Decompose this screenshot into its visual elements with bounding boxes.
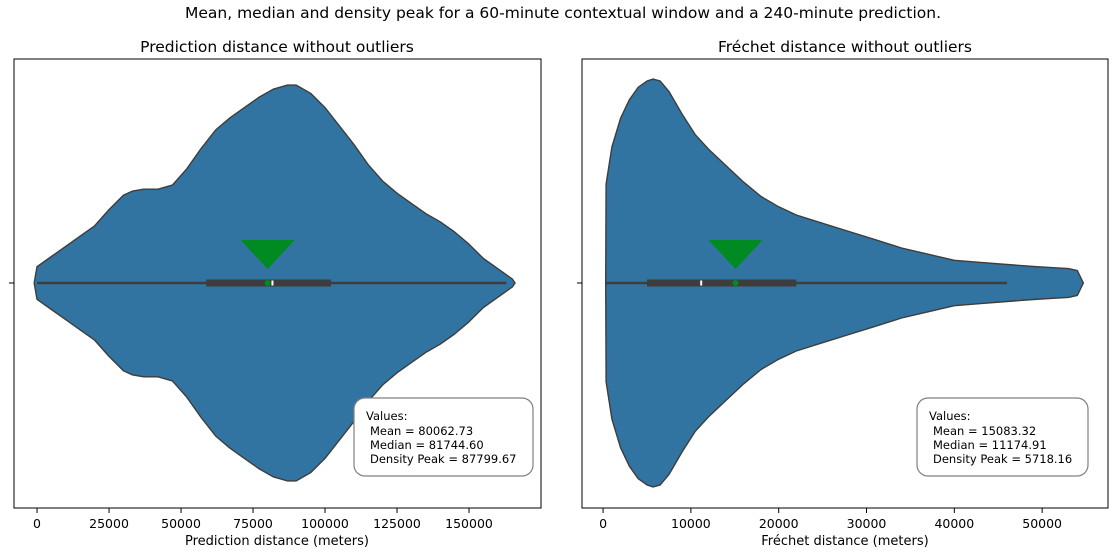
left-mean-triangle-marker: [240, 240, 295, 269]
right-annotation-box: [916, 397, 1089, 477]
figure-title: Mean, median and density peak for a 60-m…: [185, 4, 941, 22]
left-x-tick-label: 100000: [301, 516, 349, 531]
left-x-tick-label: 125000: [373, 516, 421, 531]
left-annotation-median: Median = 81744.60: [370, 438, 484, 452]
right-mean-triangle-marker: [708, 240, 763, 269]
left-mean-dot: [264, 280, 271, 286]
right-x-tick-label: 10000: [671, 516, 711, 531]
right-x-tick-label: 20000: [759, 516, 799, 531]
left-annotation-density-peak: Density Peak = 87799.67: [370, 452, 517, 466]
left-x-tick-label: 150000: [445, 516, 493, 531]
left-x-axis-label: Prediction distance (meters): [185, 534, 369, 549]
right-iqr-box: [646, 279, 797, 287]
left-x-tick-label: 25000: [89, 516, 129, 531]
left-x-tick-label: 75000: [233, 516, 273, 531]
right-x-tick-label: 50000: [1022, 516, 1062, 531]
left-panel-title: Prediction distance without outliers: [140, 38, 414, 56]
right-annotation-mean: Mean = 15083.32: [933, 424, 1036, 438]
right-panel-title: Fréchet distance without outliers: [718, 38, 972, 56]
left-annotation-mean: Mean = 80062.73: [370, 424, 473, 438]
left-median-marker: [271, 280, 274, 286]
right-median-marker: [700, 280, 703, 286]
left-annotation-header: Values:: [366, 409, 407, 423]
left-x-tick-label: 50000: [161, 516, 201, 531]
left-annotation-box: [353, 397, 534, 477]
left-violin-panel: Prediction distance without outliers Pre…: [9, 38, 542, 549]
right-x-tick-label: 0: [599, 516, 607, 531]
right-annotation-density-peak: Density Peak = 5718.16: [933, 452, 1072, 466]
right-violin-panel: Fréchet distance without outliers Fréche…: [577, 38, 1109, 549]
right-x-tick-label: 30000: [847, 516, 887, 531]
right-values-annotation: Values: Mean = 15083.32 Median = 11174.9…: [916, 397, 1089, 477]
right-x-axis-label: Fréchet distance (meters): [761, 534, 928, 549]
right-annotation-header: Values:: [929, 409, 970, 423]
left-x-tick-label: 0: [33, 516, 41, 531]
right-mean-dot: [732, 280, 739, 286]
right-x-tick-label: 40000: [934, 516, 974, 531]
right-annotation-median: Median = 11174.91: [933, 438, 1047, 452]
left-values-annotation: Values: Mean = 80062.73 Median = 81744.6…: [353, 397, 534, 477]
